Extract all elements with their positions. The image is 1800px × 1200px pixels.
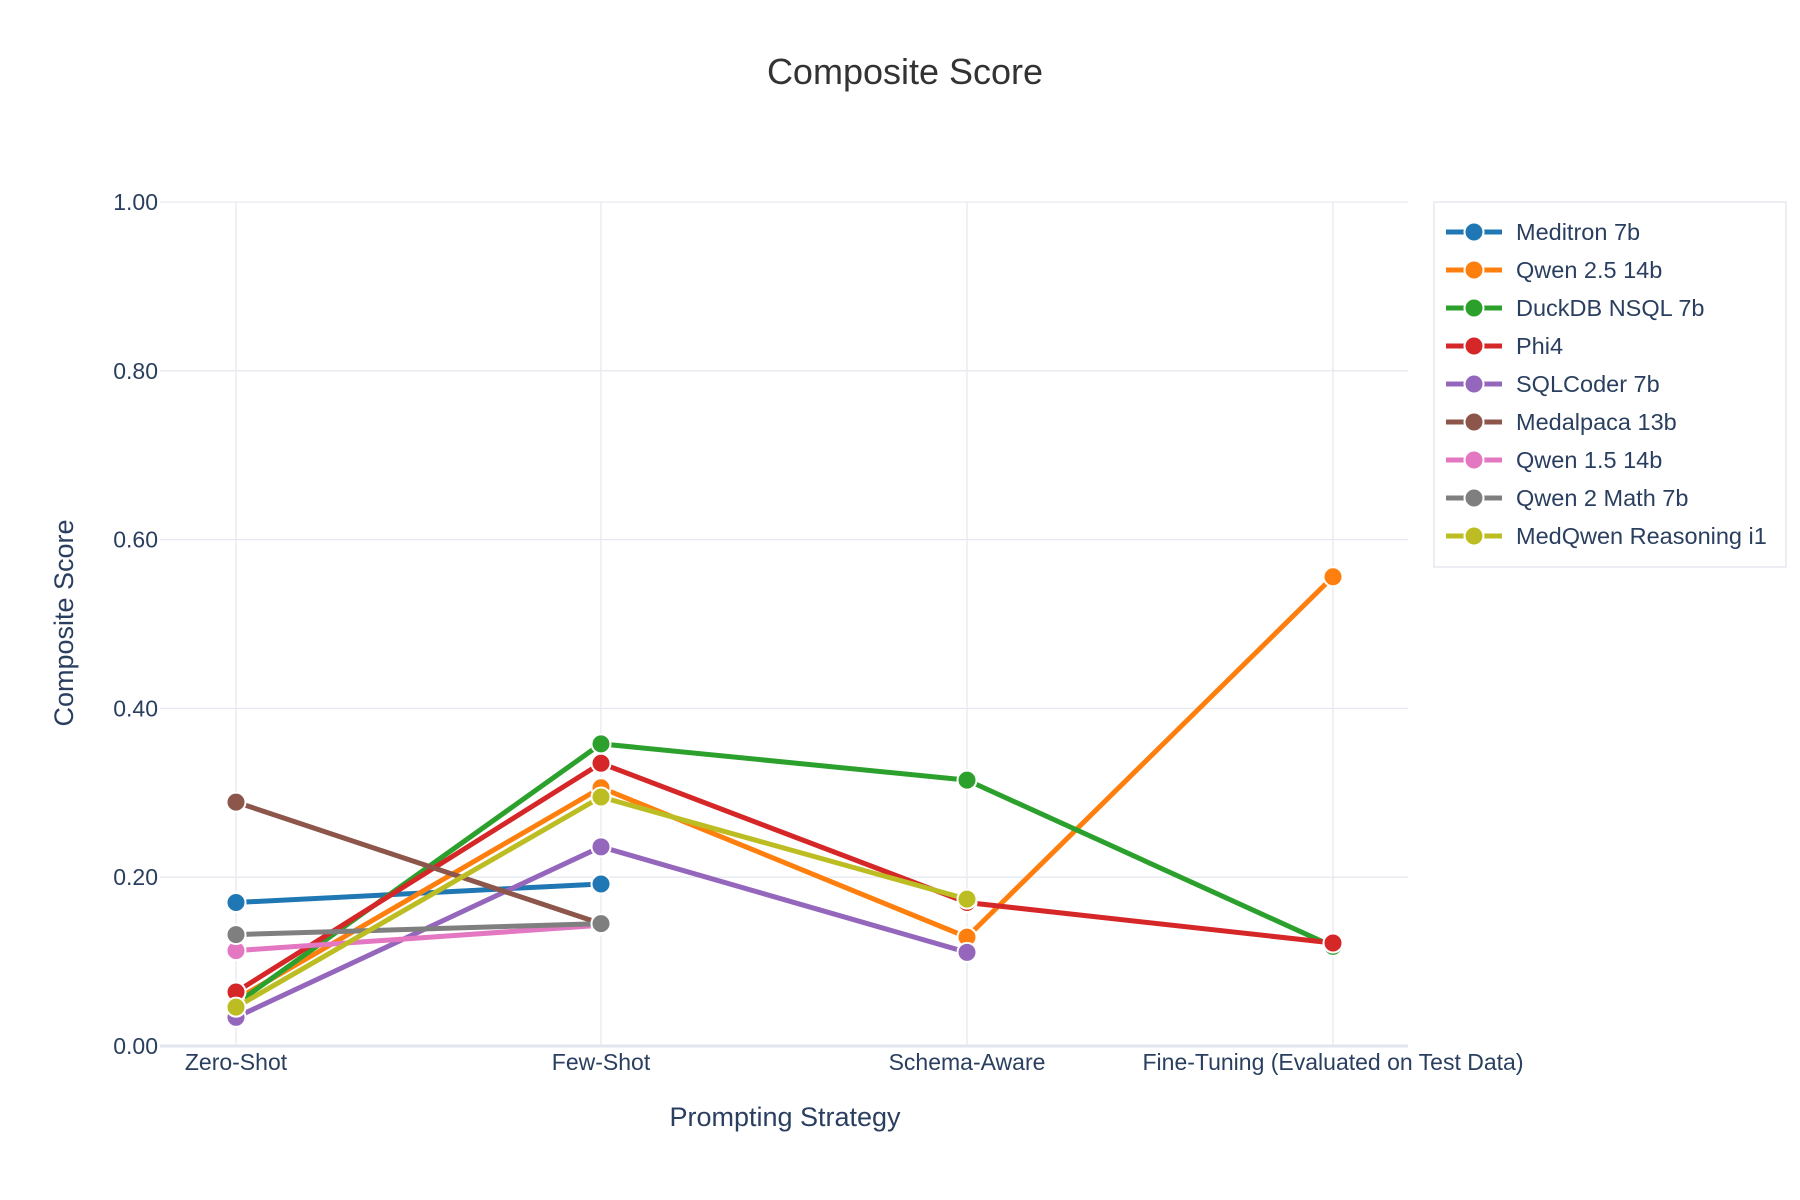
series-medqwen-reasoning-i1 xyxy=(225,786,978,1018)
y-tick-label: 0.80 xyxy=(113,358,158,384)
data-point xyxy=(225,996,247,1018)
legend-marker xyxy=(1463,449,1485,471)
data-point xyxy=(225,791,247,813)
data-point xyxy=(590,836,612,858)
legend-marker xyxy=(1463,487,1485,509)
x-tick-label: Few-Shot xyxy=(552,1049,651,1075)
data-point xyxy=(590,913,612,935)
legend-label: Qwen 1.5 14b xyxy=(1516,447,1662,473)
x-axis-title: Prompting Strategy xyxy=(669,1102,901,1132)
legend-item-sqlcoder-7b: SQLCoder 7b xyxy=(1446,371,1660,397)
legend-item-qwen-1-5-14b: Qwen 1.5 14b xyxy=(1446,447,1662,473)
data-point xyxy=(1322,932,1344,954)
data-point xyxy=(590,873,612,895)
legend-marker xyxy=(1463,297,1485,319)
data-point xyxy=(225,892,247,914)
legend-label: Phi4 xyxy=(1516,333,1563,359)
legend-marker xyxy=(1463,525,1485,547)
chart-title: Composite Score xyxy=(767,51,1043,92)
series-line xyxy=(234,574,1335,1002)
data-point xyxy=(225,924,247,946)
series-layer xyxy=(225,566,1344,1028)
legend-marker xyxy=(1463,335,1485,357)
series-line xyxy=(234,741,1335,1006)
y-axis-title: Composite Score xyxy=(49,519,79,726)
legend-item-duckdb-nsql-7b: DuckDB NSQL 7b xyxy=(1446,295,1705,321)
data-point xyxy=(956,941,978,963)
legend-label: DuckDB NSQL 7b xyxy=(1516,295,1705,321)
series-line xyxy=(235,922,602,954)
legend-item-medalpaca-13b: Medalpaca 13b xyxy=(1446,409,1677,435)
legend-label: Qwen 2 Math 7b xyxy=(1516,485,1688,511)
legend-item-phi4: Phi4 xyxy=(1446,333,1563,359)
y-tick-label: 0.40 xyxy=(113,695,158,721)
data-point xyxy=(590,733,612,755)
legend-item-qwen-2-5-14b: Qwen 2.5 14b xyxy=(1446,257,1662,283)
y-tick-label: 0.60 xyxy=(113,527,158,553)
legend-label: Medalpaca 13b xyxy=(1516,409,1677,435)
x-tick-label: Schema-Aware xyxy=(889,1049,1046,1075)
legend-item-meditron-7b: Meditron 7b xyxy=(1446,219,1640,245)
x-tick-label: Zero-Shot xyxy=(185,1049,288,1075)
series-line xyxy=(235,799,602,926)
tick-labels: 0.00 0.20 0.40 0.60 0.80 1.00 Zero-Shot Few-Sho… xyxy=(113,189,1523,1075)
data-point xyxy=(590,752,612,774)
x-tick-label: Fine-Tuning (Evaluated on Test Data) xyxy=(1143,1049,1524,1075)
legend-label: Meditron 7b xyxy=(1516,219,1640,245)
legend-item-qwen-2-math-7b: Qwen 2 Math 7b xyxy=(1446,485,1688,511)
y-tick-label: 1.00 xyxy=(113,189,158,215)
data-point xyxy=(590,786,612,808)
legend-label: SQLCoder 7b xyxy=(1516,371,1660,397)
legend-marker xyxy=(1463,259,1485,281)
data-point xyxy=(956,888,978,910)
y-tick-label: 0.00 xyxy=(113,1033,158,1059)
data-point xyxy=(956,769,978,791)
legend-item-medqwen-reasoning-i1: MedQwen Reasoning i1 xyxy=(1446,523,1767,549)
series-line xyxy=(234,760,1334,995)
legend-label: MedQwen Reasoning i1 xyxy=(1516,523,1767,549)
series-qwen-2-math-7b xyxy=(225,913,612,946)
legend-marker xyxy=(1463,373,1485,395)
legend-label: Qwen 2.5 14b xyxy=(1516,257,1662,283)
gridlines xyxy=(160,201,1408,1048)
series-line xyxy=(235,921,602,938)
legend-marker xyxy=(1463,221,1485,243)
y-tick-label: 0.20 xyxy=(113,864,158,890)
data-point xyxy=(1322,566,1344,588)
legend: Meditron 7b Qwen 2.5 14b DuckDB NSQL 7b Phi… xyxy=(1433,201,1787,568)
legend-marker xyxy=(1463,411,1485,433)
